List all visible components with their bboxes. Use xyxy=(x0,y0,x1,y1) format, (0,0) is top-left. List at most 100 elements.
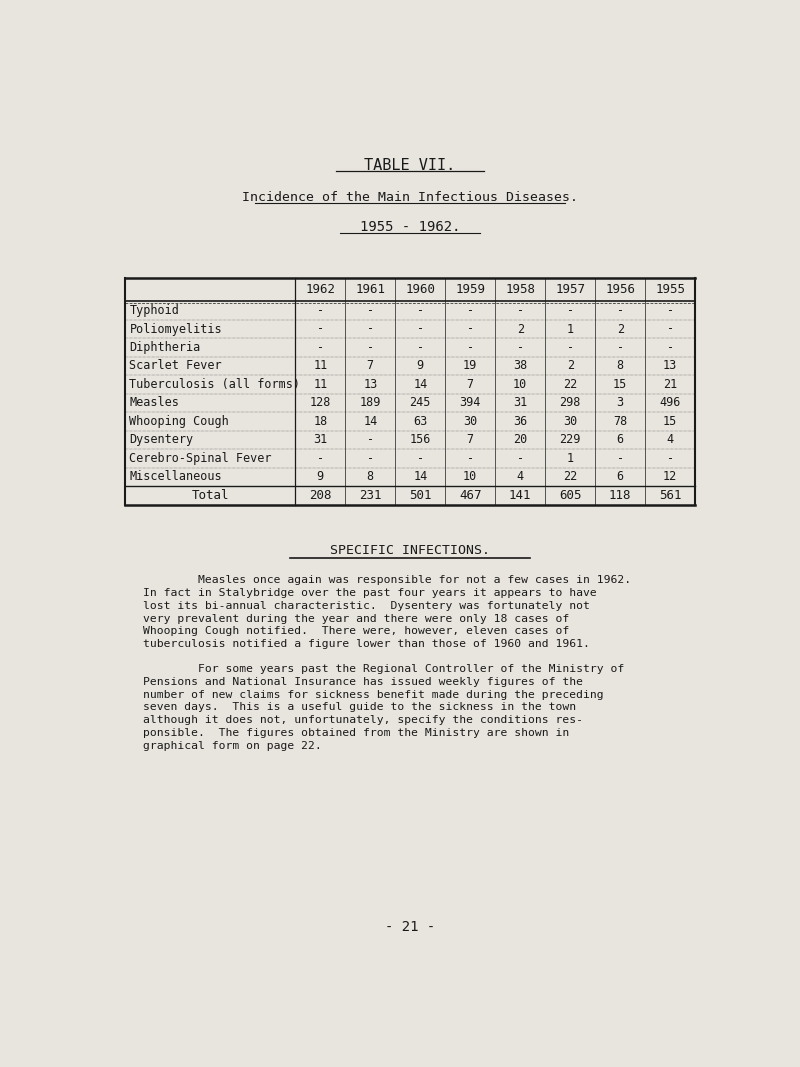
Text: -: - xyxy=(417,451,424,465)
Text: 14: 14 xyxy=(363,415,378,428)
Text: Incidence of the Main Infectious Diseases.: Incidence of the Main Infectious Disease… xyxy=(242,191,578,204)
Text: lost its bi-annual characteristic.  Dysentery was fortunately not: lost its bi-annual characteristic. Dysen… xyxy=(142,601,590,610)
Text: Total: Total xyxy=(191,489,229,501)
Text: 118: 118 xyxy=(609,489,631,501)
Text: -: - xyxy=(366,451,374,465)
Text: -: - xyxy=(466,451,474,465)
Text: -: - xyxy=(566,341,574,354)
Text: -: - xyxy=(466,341,474,354)
Text: -: - xyxy=(566,304,574,317)
Text: 30: 30 xyxy=(563,415,578,428)
Text: -: - xyxy=(617,304,624,317)
Text: 3: 3 xyxy=(617,397,624,410)
Text: -: - xyxy=(417,304,424,317)
Text: 4: 4 xyxy=(517,471,524,483)
Text: -: - xyxy=(366,304,374,317)
Text: Typhoid: Typhoid xyxy=(130,304,179,317)
Text: 496: 496 xyxy=(659,397,681,410)
Text: Pensions and National Insurance has issued weekly figures of the: Pensions and National Insurance has issu… xyxy=(142,678,582,687)
Text: Dysentery: Dysentery xyxy=(130,433,194,446)
Text: 1959: 1959 xyxy=(455,283,486,297)
Text: Poliomyelitis: Poliomyelitis xyxy=(130,322,222,335)
Text: 19: 19 xyxy=(463,360,478,372)
Text: 15: 15 xyxy=(663,415,678,428)
Text: -: - xyxy=(666,341,674,354)
Text: -: - xyxy=(517,304,524,317)
Text: 1: 1 xyxy=(566,322,574,335)
Text: tuberculosis notified a figure lower than those of 1960 and 1961.: tuberculosis notified a figure lower tha… xyxy=(142,639,590,649)
Text: 156: 156 xyxy=(410,433,431,446)
Text: 9: 9 xyxy=(417,360,424,372)
Text: Scarlet Fever: Scarlet Fever xyxy=(130,360,222,372)
Text: 8: 8 xyxy=(617,360,624,372)
Text: -: - xyxy=(317,322,324,335)
Text: 8: 8 xyxy=(366,471,374,483)
Text: 21: 21 xyxy=(663,378,678,391)
Text: Whooping Cough: Whooping Cough xyxy=(130,415,229,428)
Text: 14: 14 xyxy=(413,378,427,391)
Text: 1: 1 xyxy=(566,451,574,465)
Text: 31: 31 xyxy=(513,397,527,410)
Text: Cerebro-Spinal Fever: Cerebro-Spinal Fever xyxy=(130,451,272,465)
Text: 10: 10 xyxy=(513,378,527,391)
Text: 245: 245 xyxy=(410,397,431,410)
Text: In fact in Stalybridge over the past four years it appears to have: In fact in Stalybridge over the past fou… xyxy=(142,588,596,599)
Text: 1955: 1955 xyxy=(655,283,686,297)
Text: 501: 501 xyxy=(409,489,431,501)
Text: graphical form on page 22.: graphical form on page 22. xyxy=(142,740,322,750)
Text: Tuberculosis (all forms): Tuberculosis (all forms) xyxy=(130,378,301,391)
Text: 7: 7 xyxy=(366,360,374,372)
Text: 78: 78 xyxy=(613,415,627,428)
Text: 7: 7 xyxy=(466,378,474,391)
Text: 6: 6 xyxy=(617,433,624,446)
Text: -: - xyxy=(317,304,324,317)
Text: - 21 -: - 21 - xyxy=(385,921,435,935)
Text: -: - xyxy=(317,451,324,465)
Text: Diphtheria: Diphtheria xyxy=(130,341,201,354)
Text: 20: 20 xyxy=(513,433,527,446)
Text: 10: 10 xyxy=(463,471,478,483)
Text: 2: 2 xyxy=(517,322,524,335)
Text: 231: 231 xyxy=(359,489,382,501)
Text: 7: 7 xyxy=(466,433,474,446)
Text: 141: 141 xyxy=(509,489,531,501)
Text: 18: 18 xyxy=(313,415,327,428)
Text: -: - xyxy=(517,341,524,354)
Text: -: - xyxy=(366,433,374,446)
Text: -: - xyxy=(617,451,624,465)
Text: 13: 13 xyxy=(663,360,678,372)
Text: 6: 6 xyxy=(617,471,624,483)
Text: although it does not, unfortunately, specify the conditions res-: although it does not, unfortunately, spe… xyxy=(142,715,582,726)
Text: -: - xyxy=(317,341,324,354)
Text: -: - xyxy=(417,341,424,354)
Text: 38: 38 xyxy=(513,360,527,372)
Text: 15: 15 xyxy=(613,378,627,391)
Text: 9: 9 xyxy=(317,471,324,483)
Text: -: - xyxy=(617,341,624,354)
Text: 189: 189 xyxy=(359,397,381,410)
Text: 2: 2 xyxy=(566,360,574,372)
Text: Miscellaneous: Miscellaneous xyxy=(130,471,222,483)
Text: 128: 128 xyxy=(310,397,331,410)
Text: 13: 13 xyxy=(363,378,378,391)
Text: -: - xyxy=(666,451,674,465)
Text: 22: 22 xyxy=(563,471,578,483)
Text: -: - xyxy=(517,451,524,465)
Text: 1958: 1958 xyxy=(506,283,535,297)
Text: -: - xyxy=(666,322,674,335)
Text: 31: 31 xyxy=(313,433,327,446)
Text: 36: 36 xyxy=(513,415,527,428)
Text: 394: 394 xyxy=(459,397,481,410)
Text: 12: 12 xyxy=(663,471,678,483)
Text: very prevalent during the year and there were only 18 cases of: very prevalent during the year and there… xyxy=(142,614,569,623)
Text: 298: 298 xyxy=(559,397,581,410)
Text: 1956: 1956 xyxy=(606,283,635,297)
Text: -: - xyxy=(666,304,674,317)
Text: 229: 229 xyxy=(559,433,581,446)
Text: 4: 4 xyxy=(666,433,674,446)
Text: -: - xyxy=(417,322,424,335)
Text: 1957: 1957 xyxy=(555,283,586,297)
Text: 1955 - 1962.: 1955 - 1962. xyxy=(360,220,460,234)
Text: Measles once again was responsible for not a few cases in 1962.: Measles once again was responsible for n… xyxy=(142,575,630,586)
Text: -: - xyxy=(366,322,374,335)
